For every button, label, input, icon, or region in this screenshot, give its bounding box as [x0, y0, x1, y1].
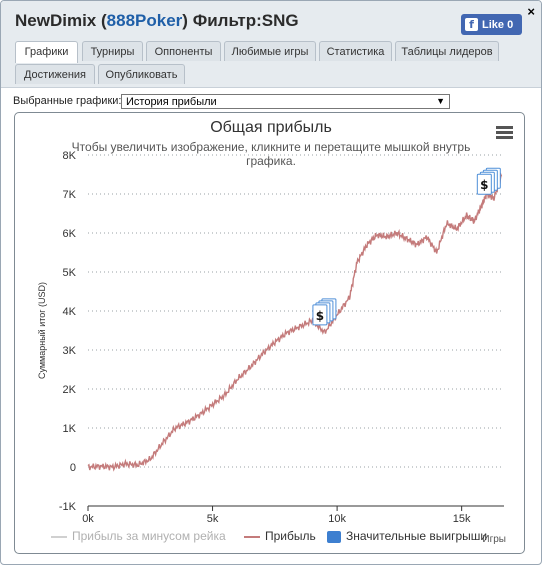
x-tick-label: 10k — [328, 513, 346, 525]
y-tick-label: -1K — [59, 501, 77, 513]
graph-select-value: История прибыли — [126, 96, 217, 108]
legend-line-red — [244, 535, 260, 538]
x-tick-label: 15k — [453, 513, 471, 525]
title-bar: NewDimix (888Poker) Фильтр:SNG × f Like … — [1, 1, 541, 41]
chart-title: Общая прибыль — [210, 119, 332, 136]
y-tick-label: 1K — [63, 423, 77, 435]
x-tick-label: 0k — [82, 513, 94, 525]
legend-square-blue — [327, 530, 341, 543]
close-icon[interactable]: × — [527, 4, 535, 19]
y-tick-label: 8K — [63, 150, 77, 162]
tab-tournaments[interactable]: Турниры — [82, 41, 143, 61]
y-tick-label: 6K — [63, 228, 77, 240]
big-win-dollar-icon: $ — [316, 309, 324, 323]
legend-item-profit-after-rake[interactable]: Прибыль за минусом рейка — [51, 529, 226, 543]
big-win-card[interactable] — [476, 173, 492, 195]
big-win-card[interactable] — [312, 304, 328, 326]
tab-leaderboards[interactable]: Таблицы лидеров — [395, 41, 499, 61]
title-close-paren: ) — [182, 11, 188, 30]
legend-label-profit-after-rake: Прибыль за минусом рейка — [72, 529, 226, 543]
y-axis-title: Суммарный итог (USD) — [37, 282, 47, 379]
legend-item-big-wins[interactable]: Значительные выигрыши — [327, 529, 487, 543]
title-user: NewDimix — [15, 11, 97, 30]
title-filter: Фильтр:SNG — [192, 11, 299, 30]
tab-publish[interactable]: Опубликовать — [98, 64, 185, 84]
y-tick-label: 4K — [63, 306, 77, 318]
title-open-paren: ( — [100, 11, 107, 30]
profit-series-line[interactable] — [87, 172, 503, 472]
legend-label-big-wins: Значительные выигрыши — [346, 529, 488, 543]
x-tick-label: 5k — [207, 513, 219, 525]
tab-statistics[interactable]: Статистика — [319, 41, 392, 61]
window-title: NewDimix (888Poker) Фильтр:SNG — [15, 11, 299, 31]
graph-select-label: Выбранные графики: — [13, 95, 122, 107]
tab-opponents[interactable]: Оппоненты — [146, 41, 221, 61]
dropdown-arrow-icon: ▼ — [436, 96, 445, 106]
y-tick-label: 0 — [70, 462, 76, 474]
chart-subtitle: Чтобы увеличить изображение, кликните и … — [71, 140, 471, 168]
tab-graphs[interactable]: Графики — [15, 41, 78, 63]
tab-achievements[interactable]: Достижения — [15, 64, 95, 84]
legend-item-profit[interactable]: Прибыль — [244, 529, 316, 543]
chart-menu-icon[interactable] — [496, 126, 513, 139]
x-axis-title: Игры — [482, 534, 506, 545]
like-label: Like 0 — [482, 18, 514, 31]
legend-line-grey — [51, 535, 67, 538]
graph-select[interactable]: История прибыли ▼ — [121, 94, 450, 109]
tab-favorite-games[interactable]: Любимые игры — [224, 41, 316, 61]
big-win-dollar-icon: $ — [480, 178, 488, 192]
y-tick-label: 7K — [63, 189, 77, 201]
tab-bar: Графики Турниры Оппоненты Любимые игры С… — [1, 41, 541, 88]
legend-label-profit: Прибыль — [265, 529, 316, 543]
facebook-icon: f — [465, 18, 478, 31]
title-site-link[interactable]: 888Poker — [106, 11, 183, 30]
y-tick-label: 5K — [63, 267, 77, 279]
chart-container[interactable] — [14, 112, 525, 554]
y-tick-label: 2K — [63, 384, 77, 396]
facebook-like-button[interactable]: f Like 0 — [461, 14, 522, 35]
y-tick-label: 3K — [63, 345, 77, 357]
